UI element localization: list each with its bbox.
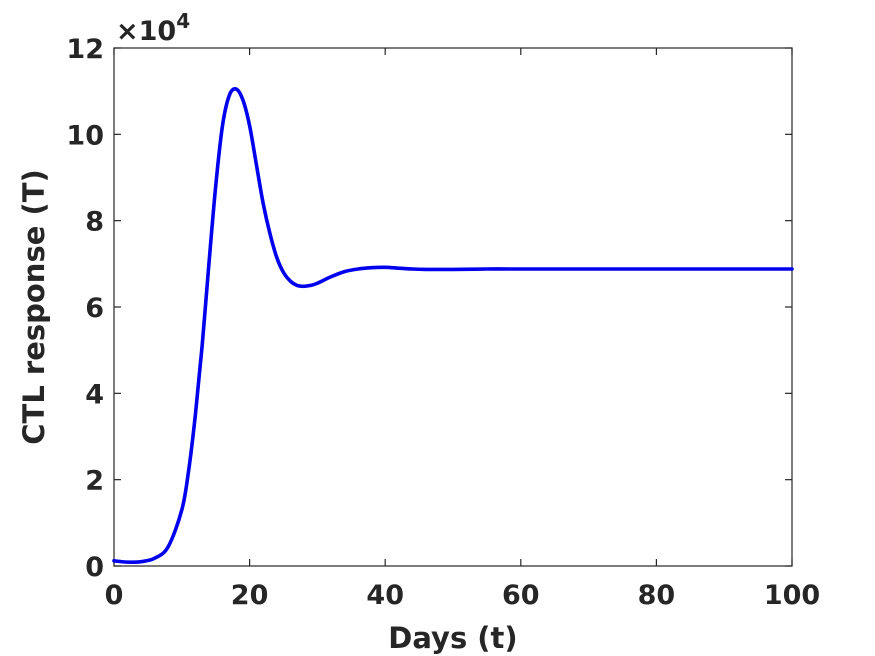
y-tick-label: 6	[85, 293, 104, 324]
plot-area	[113, 47, 793, 567]
y-tick-labels: 0 2 4 6 8 10 12	[66, 34, 104, 583]
y-tick-label: 12	[66, 34, 104, 65]
x-tick-label: 60	[502, 580, 540, 611]
y-axis-label: CTL response (T)	[17, 169, 51, 445]
y-tick-label: 8	[85, 207, 104, 238]
y-tick-label: 10	[66, 120, 104, 151]
ctl-response-line	[112, 87, 794, 565]
y-tick-label: 4	[85, 379, 104, 410]
x-tick-label: 20	[231, 580, 269, 611]
x-tick-labels: 0 20 40 60 80 100	[105, 580, 821, 611]
x-tick-label: 80	[638, 580, 676, 611]
y-tick-label: 0	[85, 552, 104, 583]
y-tick-label: 2	[85, 466, 104, 497]
x-axis-label: Days (t)	[388, 621, 517, 655]
x-tick-label: 100	[764, 580, 820, 611]
axis-ticks	[113, 47, 793, 567]
y-axis-multiplier: ×104	[116, 9, 190, 47]
x-tick-label: 0	[105, 580, 124, 611]
x-tick-label: 40	[366, 580, 404, 611]
